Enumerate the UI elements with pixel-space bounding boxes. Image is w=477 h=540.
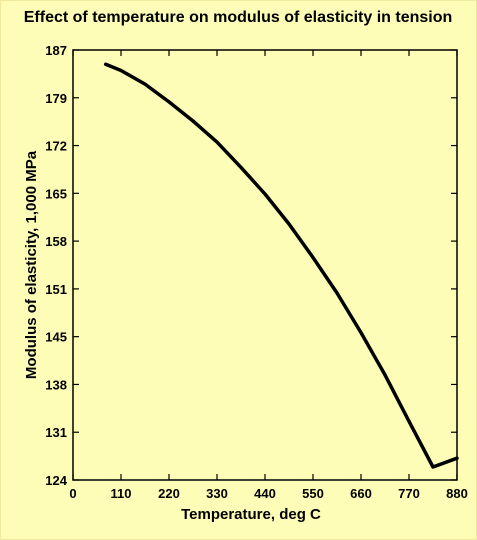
x-tick-label: 440 bbox=[254, 486, 276, 501]
data-point bbox=[360, 332, 362, 334]
y-tick-label: 138 bbox=[45, 377, 67, 392]
y-axis-title: Modulus of elasticity, 1,000 MPa bbox=[23, 150, 40, 379]
data-point bbox=[312, 257, 314, 258]
y-tick-label: 172 bbox=[45, 139, 67, 154]
plot-area bbox=[72, 49, 458, 481]
data-point bbox=[288, 223, 290, 225]
y-tick-label: 187 bbox=[45, 43, 67, 58]
x-tick-label: 0 bbox=[69, 486, 76, 501]
data-point bbox=[264, 193, 266, 195]
data-point bbox=[384, 374, 386, 376]
y-tick-label: 145 bbox=[45, 330, 67, 345]
data-point bbox=[408, 420, 410, 422]
y-tick-label: 131 bbox=[45, 425, 67, 440]
x-axis-title: Temperature, deg C bbox=[181, 506, 321, 523]
data-point bbox=[192, 120, 194, 122]
x-axis: 0 110 220 330 440 550 660 770 880 bbox=[69, 50, 468, 501]
data-point bbox=[105, 63, 107, 65]
x-tick-label: 770 bbox=[398, 486, 420, 501]
y-tick-label: 151 bbox=[45, 282, 67, 297]
data-point bbox=[168, 101, 170, 103]
y-tick-label: 124 bbox=[45, 473, 67, 488]
chart-title: Effect of temperature on modulus of elas… bbox=[24, 9, 453, 26]
x-tick-label: 550 bbox=[302, 486, 324, 501]
y-tick-label: 158 bbox=[45, 234, 67, 249]
y-axis: 187 179 172 165 158 151 145 138 131 124 bbox=[45, 43, 457, 488]
y-tick-label: 165 bbox=[45, 186, 67, 201]
x-tick-label: 110 bbox=[111, 486, 132, 501]
series-line bbox=[103, 62, 459, 469]
x-tick-label: 220 bbox=[158, 486, 180, 501]
data-point bbox=[216, 141, 218, 143]
y-tick-label: 179 bbox=[45, 91, 67, 106]
data-point bbox=[336, 292, 338, 294]
data-point bbox=[144, 83, 146, 85]
x-tick-label: 880 bbox=[446, 486, 468, 501]
data-point bbox=[456, 457, 458, 459]
data-point bbox=[432, 466, 434, 468]
series-layer bbox=[103, 62, 459, 469]
data-point bbox=[120, 70, 122, 71]
data-point bbox=[240, 166, 242, 168]
x-tick-label: 330 bbox=[206, 486, 228, 501]
x-tick-label: 660 bbox=[350, 486, 372, 501]
